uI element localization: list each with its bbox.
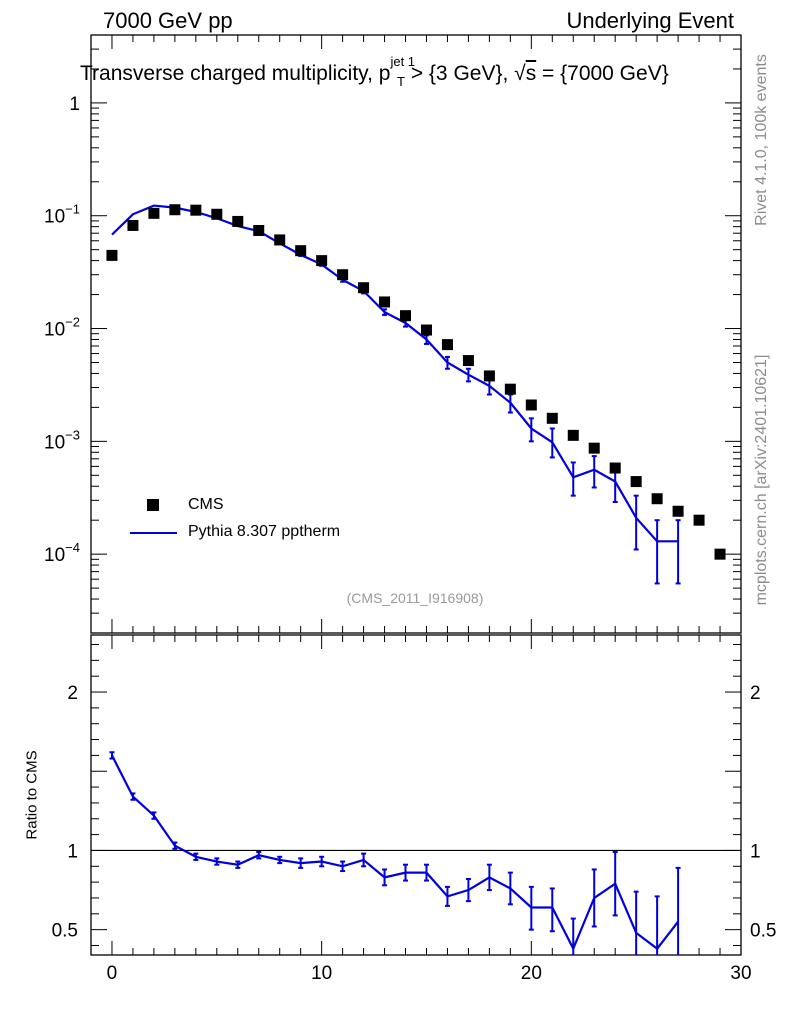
x-tick-label: 20 — [521, 963, 542, 984]
data-point-cms — [651, 493, 663, 505]
x-tick-label: 30 — [730, 963, 751, 984]
data-point-cms — [567, 429, 579, 441]
ratio-y-tick-label-right: 1 — [750, 841, 761, 862]
ratio-y-tick-label: 0.5 — [52, 921, 78, 942]
title-s: s — [525, 62, 537, 85]
main-panel: 10−4 10−3 10−2 10−1 1 — [44, 34, 742, 634]
data-point-cms — [274, 234, 286, 246]
title-prefix: Transverse charged multiplicity, p — [80, 62, 391, 85]
legend-label-cms: CMS — [188, 496, 224, 513]
main-y-tick-label: 10−1 — [44, 202, 80, 228]
analysis-id-label: (CMS_2011_I916908) — [346, 590, 484, 606]
data-point-cms — [504, 383, 516, 395]
legend-label-pythia: Pythia 8.307 pptherm — [188, 523, 341, 540]
data-point-cms — [337, 269, 349, 281]
ratio-series-group — [109, 751, 681, 955]
data-point-cms — [714, 548, 726, 560]
data-point-cms — [588, 442, 600, 454]
series-line-pythia — [111, 204, 679, 543]
data-point-cms — [630, 476, 642, 488]
x-tick-label: 10 — [311, 963, 332, 984]
data-point-cms — [232, 215, 244, 227]
data-point-cms — [672, 505, 684, 517]
main-frame — [90, 34, 742, 634]
data-point-cms — [295, 245, 307, 257]
title-suffix: = {7000 GeV} — [536, 62, 669, 85]
x-tick-label: 0 — [107, 963, 118, 984]
plot-title: Transverse charged multiplicity, pjet 1 T… — [80, 54, 669, 89]
data-point-cms — [316, 255, 328, 267]
data-point-cms — [148, 207, 160, 219]
data-point-cms — [693, 514, 705, 526]
data-point-cms — [525, 399, 537, 411]
ratio-y-tick-label: 1 — [67, 841, 78, 862]
ratio-y-tick-label-right: 0.5 — [750, 921, 776, 942]
main-y-tick-label: 1 — [69, 94, 80, 115]
ratio-panel: 0.5 0.51 12 20 10 20 30 — [52, 634, 776, 984]
title-subscript: T — [397, 74, 405, 89]
header-left: 7000 GeV pp — [103, 8, 233, 33]
ratio-y-tick-label-right: 2 — [750, 683, 761, 704]
data-point-cms — [400, 310, 412, 322]
data-point-cms — [253, 224, 265, 236]
title-middle: > {3 GeV}, — [404, 62, 515, 85]
ratio-line-pythia — [110, 754, 679, 952]
ratio-y-tick-label: 2 — [67, 683, 78, 704]
legend-marker-cms — [147, 499, 159, 511]
legend — [130, 499, 177, 534]
title-superscript: jet 1 — [390, 54, 416, 69]
data-point-cms — [106, 249, 118, 261]
data-point-cms — [483, 370, 495, 382]
data-point-cms — [127, 219, 139, 231]
header-right: Underlying Event — [566, 8, 734, 33]
data-point-cms — [379, 296, 391, 308]
data-point-cms — [358, 282, 370, 294]
main-y-tick-label: 10−3 — [44, 427, 80, 453]
data-point-cms — [190, 204, 202, 216]
data-point-cms — [420, 324, 432, 336]
title-sqrt: √ — [514, 62, 526, 85]
ratio-frame — [90, 634, 742, 956]
data-point-cms — [462, 355, 474, 367]
data-point-cms — [609, 462, 621, 474]
data-point-cms — [211, 208, 223, 220]
main-y-tick-label: 10−2 — [44, 315, 80, 341]
data-point-cms — [546, 412, 558, 424]
data-point-cms — [441, 339, 453, 351]
main-y-tick-label: 10−4 — [44, 540, 80, 566]
data-point-cms — [169, 204, 181, 216]
